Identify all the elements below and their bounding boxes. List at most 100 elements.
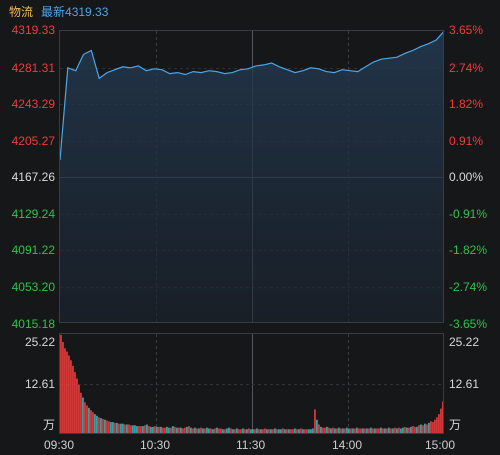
volume-bar [202,428,204,434]
volume-bar [436,417,438,434]
volume-bar [322,427,324,434]
volume-bar [332,427,334,434]
volume-bar [314,409,316,434]
price-label-5: 4129.24 [11,206,55,221]
volume-bar [154,426,156,434]
volume-bar [60,334,62,434]
volume-bar [394,427,396,434]
volume-bar [400,428,402,434]
volume-bar [352,428,354,434]
volume-bar [258,429,260,434]
volume-bar [232,429,234,434]
volume-bar [174,426,176,434]
volume-bar [218,428,220,434]
volume-bar [106,420,108,434]
percent-label-8: -3.65% [449,317,488,331]
volume-bar [180,427,182,434]
time-tick-0930: 09:30 [44,438,75,452]
volume-bar [146,424,148,434]
volume-bar [432,422,434,434]
volume-bar [64,348,66,434]
volume-bar [416,426,418,434]
price-panel-frame [59,30,444,323]
time-tick-1130: 11:30 [236,438,266,452]
volume-bar [392,428,394,434]
volume-bar [382,428,384,434]
volume-bar [266,429,268,434]
volume-bar [156,426,158,434]
volume-bar [302,429,304,434]
volume-bar [282,428,284,434]
volume-bar [192,428,194,434]
volume-bar [254,429,256,434]
price-area-fill [60,31,444,324]
volume-bar [396,428,398,434]
volume-bar [412,426,414,434]
volume-bar [270,429,272,434]
volume-bar [320,426,322,434]
volume-bar [62,342,64,434]
price-label-1: 4281.31 [11,60,55,75]
volume-bar [190,427,192,434]
volume-bar [134,425,136,434]
volume-bar [100,418,102,434]
volume-bar [110,422,112,434]
volume-bar [114,422,116,434]
volume-bar [310,429,312,434]
volume-bar [234,429,236,434]
volume-bar [284,429,286,434]
percent-label-2: 1.82% [449,97,484,111]
volume-bar [342,428,344,434]
volume-bar [238,429,240,434]
volume-bar [380,427,382,434]
volume-bar [164,427,166,434]
volume-bar [96,415,98,434]
volume-unit-right: 万 [449,418,462,432]
volume-bar [118,423,120,434]
volume-bar [250,429,252,434]
volume-bar [348,428,350,434]
volume-bar [76,378,78,434]
volume-bar [428,422,430,434]
volume-bar [376,428,378,434]
volume-bar [162,427,164,434]
volume-bar [84,402,86,434]
price-label-8: 4015.18 [11,317,55,331]
volume-bar [338,427,340,434]
volume-bar [346,427,348,434]
volume-bar [288,429,290,434]
volume-bar [220,428,222,434]
volume-bar [128,424,130,434]
volume-bar [200,427,202,434]
volume-bar [264,428,266,434]
volume-bar [360,428,362,434]
volume-bar [328,427,330,434]
volume-bar [120,423,122,434]
volume-bar [340,428,342,434]
volume-bar [354,428,356,434]
volume-bar [262,429,264,434]
volume-bar [102,418,104,434]
volume-bar [368,428,370,434]
price-line [59,30,445,161]
volume-panel-frame [59,333,444,434]
volume-bar [160,426,162,434]
volume-bar [112,422,114,434]
percent-label-1: 2.74% [449,60,484,75]
volume-bar [138,426,140,434]
volume-bar [152,426,154,434]
volume-bar [142,426,144,434]
volume-bar [306,429,308,434]
volume-bar [268,429,270,434]
volume-bar [224,429,226,434]
volume-bar [304,429,306,434]
volume-bar [426,424,428,434]
volume-bar [126,424,128,434]
volume-bar [374,428,376,434]
price-label-7: 4053.20 [11,279,55,294]
volume-bar [186,426,188,434]
volume-bar [236,428,238,434]
percent-label-5: -0.91% [449,206,488,221]
volume-bar [280,429,282,434]
